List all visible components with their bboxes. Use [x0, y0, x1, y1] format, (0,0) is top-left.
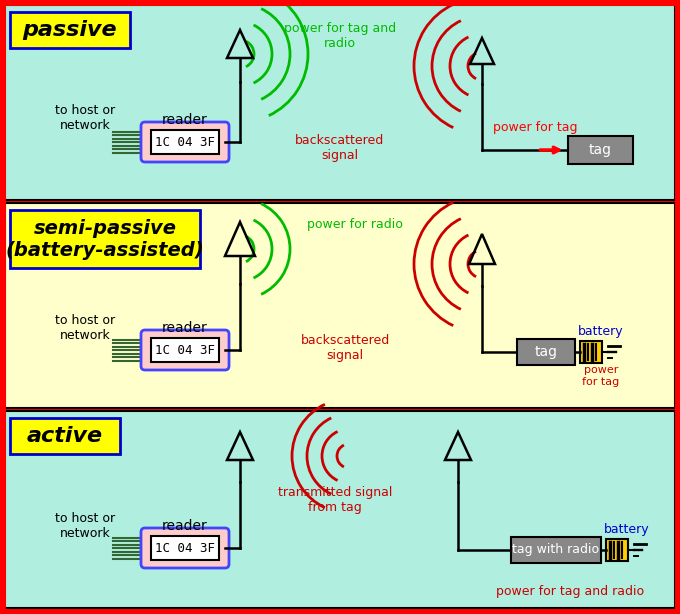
FancyBboxPatch shape — [141, 330, 229, 370]
Text: power for tag and radio: power for tag and radio — [496, 586, 644, 599]
Bar — [10, 418, 120, 454]
Bar — [10, 210, 200, 268]
Bar — [517, 339, 575, 365]
Text: tag with radio: tag with radio — [513, 543, 600, 556]
Bar — [580, 341, 602, 363]
Text: tag: tag — [534, 345, 558, 359]
Bar — [5, 203, 675, 408]
Text: to host or
network: to host or network — [55, 512, 115, 540]
Bar — [10, 12, 130, 48]
Text: reader: reader — [162, 519, 208, 533]
Bar — [5, 411, 675, 608]
Text: battery: battery — [578, 325, 624, 338]
Text: backscattered
signal: backscattered signal — [301, 334, 390, 362]
Text: reader: reader — [162, 113, 208, 127]
Text: semi-passive
(battery-assisted): semi-passive (battery-assisted) — [5, 219, 204, 260]
Bar — [568, 136, 632, 164]
Text: power
for tag: power for tag — [582, 365, 619, 387]
Text: to host or
network: to host or network — [55, 314, 115, 342]
Text: battery: battery — [605, 524, 650, 537]
Text: 1C 04 3F: 1C 04 3F — [155, 542, 215, 554]
Bar — [151, 536, 219, 560]
Bar — [5, 5, 675, 200]
Bar — [606, 539, 628, 561]
FancyBboxPatch shape — [141, 528, 229, 568]
Bar — [151, 338, 219, 362]
Text: active: active — [27, 426, 103, 446]
Text: tag: tag — [588, 143, 611, 157]
Text: power for tag: power for tag — [493, 122, 577, 134]
Text: passive: passive — [22, 20, 118, 40]
Bar — [511, 537, 601, 563]
Text: power for radio: power for radio — [307, 218, 403, 231]
Text: 1C 04 3F: 1C 04 3F — [155, 343, 215, 357]
Bar — [151, 130, 219, 154]
Text: reader: reader — [162, 321, 208, 335]
Text: to host or
network: to host or network — [55, 104, 115, 132]
FancyBboxPatch shape — [141, 122, 229, 162]
Text: transmitted signal
from tag: transmitted signal from tag — [278, 486, 392, 514]
Text: 1C 04 3F: 1C 04 3F — [155, 136, 215, 149]
Text: power for tag and
radio: power for tag and radio — [284, 22, 396, 50]
Text: backscattered
signal: backscattered signal — [295, 134, 385, 162]
